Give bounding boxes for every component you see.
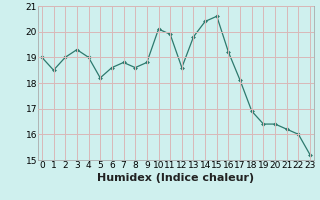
X-axis label: Humidex (Indice chaleur): Humidex (Indice chaleur) [97,173,255,183]
